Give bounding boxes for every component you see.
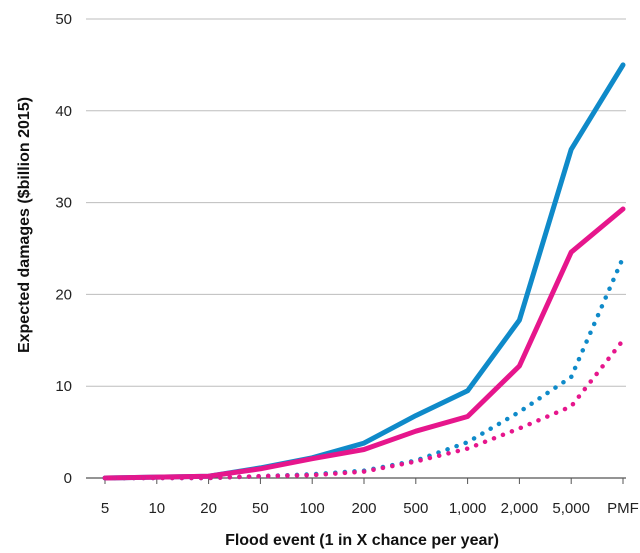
y-tick-label: 20 [55,286,72,303]
x-tick-label: 5 [101,500,109,517]
x-axis-title: Flood event (1 in X chance per year) [225,532,499,549]
x-tick-label: 100 [300,500,325,517]
x-tick-label: PMF [607,500,639,517]
x-tick-label: 10 [148,500,165,517]
series-lines [102,62,626,481]
y-tick-label: 10 [55,378,72,395]
x-tick-label: 20 [200,500,217,517]
x-tick-label: 500 [403,500,428,517]
y-tick-label: 50 [55,11,72,28]
y-tick-label: 30 [55,195,72,212]
x-tick-label: 5,000 [552,500,590,517]
x-axis: 5 10 20 50 100 200 500 1,000 2,000 5,000 PMF [101,478,639,517]
y-axis-ticks: 0 10 20 30 40 50 [55,11,72,487]
x-tick-label: 200 [351,500,376,517]
series-line-solid [102,206,626,481]
x-tick-label: 1,000 [449,500,487,517]
y-tick-label: 0 [64,470,72,487]
y-tick-label: 40 [55,103,72,120]
gridlines [86,18,626,479]
x-tick-label: 2,000 [501,500,539,517]
y-axis-title: Expected damages ($billion 2015) [16,97,33,353]
x-tick-label: 50 [252,500,269,517]
series-line-dotted [102,338,626,481]
